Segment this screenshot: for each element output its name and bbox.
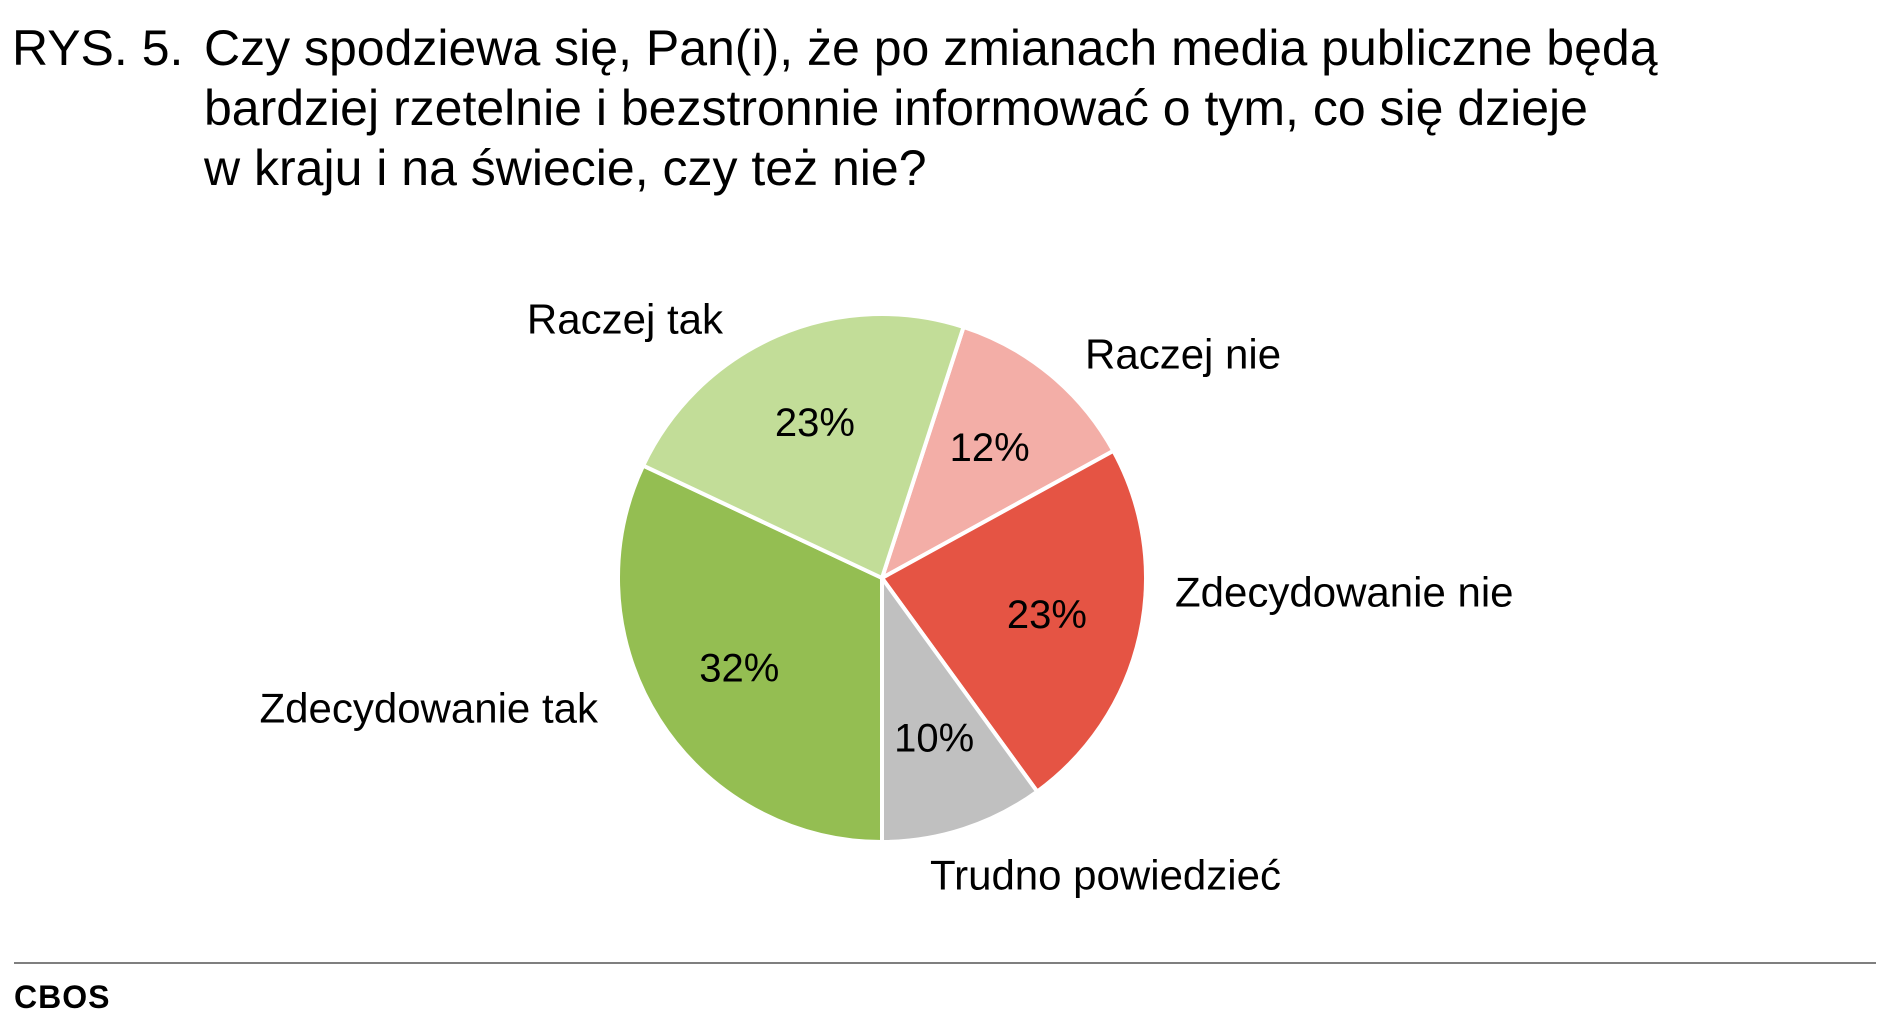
pie-slice-zdecydowanie-nie xyxy=(880,448,1148,794)
slice-category-label-raczej-nie: Raczej nie xyxy=(1085,331,1281,378)
chart-title-line-1: Czy spodziewa się, Pan(i), że po zmianac… xyxy=(204,20,1658,76)
slice-value-label-raczej-tak: 23% xyxy=(775,401,855,445)
pie-slice-raczej-tak xyxy=(641,312,966,580)
pie-slice-zdecydowanie-tak xyxy=(616,463,884,844)
chart-title: Czy spodziewa się, Pan(i), że po zmianac… xyxy=(204,18,1764,198)
slice-category-label-trudno-powiedziec: Trudno powiedzieć xyxy=(930,852,1281,899)
slice-value-label-zdecydowanie-tak: 32% xyxy=(699,647,779,691)
figure-label: RYS. 5. xyxy=(12,20,184,76)
slice-category-label-raczej-tak: Raczej tak xyxy=(527,296,724,343)
pie-slice-trudno-powiedziec xyxy=(880,576,1040,844)
slice-value-label-zdecydowanie-nie: 23% xyxy=(1007,593,1087,637)
pie-slice-raczej-nie xyxy=(880,324,1116,580)
footer-divider xyxy=(14,962,1876,964)
slice-value-label-raczej-nie: 12% xyxy=(950,426,1030,470)
slice-category-label-zdecydowanie-tak: Zdecydowanie tak xyxy=(259,685,599,732)
source-label: CBOS xyxy=(14,979,111,1015)
chart-title-line-2: bardziej rzetelnie i bezstronnie informo… xyxy=(204,80,1588,136)
slice-value-label-trudno-powiedziec: 10% xyxy=(894,717,974,761)
chart-title-line-3: w kraju i na świecie, czy też nie? xyxy=(204,140,927,196)
slice-category-label-zdecydowanie-nie: Zdecydowanie nie xyxy=(1175,569,1514,616)
